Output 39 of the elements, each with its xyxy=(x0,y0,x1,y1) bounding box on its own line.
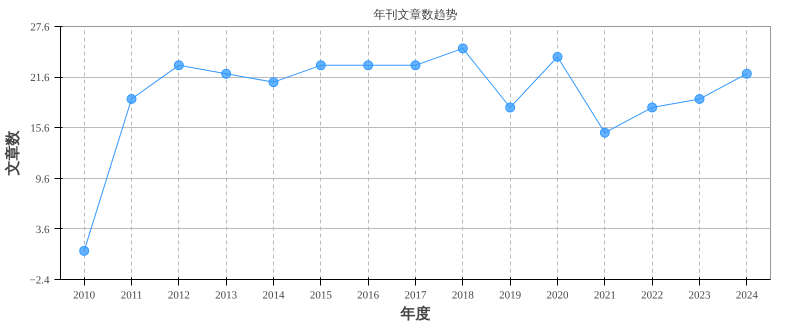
x-tick-label: 2024 xyxy=(736,290,758,302)
y-tick-label: 27.6 xyxy=(30,22,50,34)
x-tick-label: 2011 xyxy=(120,290,142,302)
point xyxy=(174,60,184,70)
y-axis-title: 文章数 xyxy=(4,130,22,176)
point xyxy=(268,77,278,88)
point xyxy=(694,94,704,104)
y-tick-label: 3.6 xyxy=(36,224,50,236)
point xyxy=(79,246,90,256)
point xyxy=(552,52,562,62)
point xyxy=(221,68,232,79)
point xyxy=(742,68,752,79)
point xyxy=(458,43,468,54)
y-tick-label: 15.6 xyxy=(30,122,50,135)
point xyxy=(600,128,610,138)
point xyxy=(410,60,420,70)
x-tick-label: 2020 xyxy=(546,290,569,302)
x-tick-label: 2022 xyxy=(641,290,664,302)
x-tick-label: 2019 xyxy=(499,290,522,302)
y-tick-label: 9.6 xyxy=(36,173,50,186)
x-tick-label: 2013 xyxy=(215,290,238,302)
x-tick-label: 2018 xyxy=(452,290,474,302)
x-tick-label: 2021 xyxy=(594,290,616,302)
chart-title: 年刊文章数趋势 xyxy=(374,8,458,22)
x-axis-title: 年度 xyxy=(400,304,430,322)
point xyxy=(505,102,516,112)
point xyxy=(363,60,374,70)
x-tick-label: 2012 xyxy=(168,290,190,302)
x-tick-label: 2017 xyxy=(404,290,427,302)
x-tick-label: 2023 xyxy=(688,290,711,302)
point xyxy=(647,102,658,112)
x-tick-label: 2014 xyxy=(262,290,285,302)
point xyxy=(316,60,326,70)
x-tick-label: 2016 xyxy=(357,290,380,302)
x-tick-label: 2015 xyxy=(310,290,332,302)
y-tick-label: 21.6 xyxy=(30,72,50,84)
x-tick-label: 2010 xyxy=(73,290,96,302)
y-tick-label: −2.4 xyxy=(30,274,50,286)
point xyxy=(126,94,136,104)
